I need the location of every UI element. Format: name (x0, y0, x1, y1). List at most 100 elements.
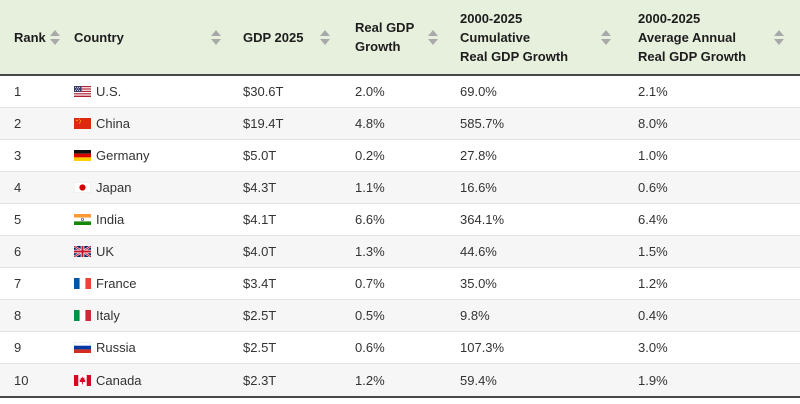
sort-down-arrow-icon (601, 38, 611, 45)
sort-down-arrow-icon (211, 38, 221, 45)
cell-gdp: $3.4T (243, 276, 277, 291)
country-name: India (96, 212, 125, 227)
cell-gdp: $4.1T (243, 212, 277, 227)
column-header-rank[interactable]: Rank (0, 0, 74, 74)
cell-cumulative: 35.0% (460, 276, 497, 291)
column-header-cumulative[interactable]: 2000-2025 Cumulative Real GDP Growth (460, 0, 638, 74)
country-name: France (96, 276, 137, 291)
column-label-growth: Real GDP Growth (355, 20, 415, 54)
it-flag-icon (74, 310, 91, 321)
sort-icon[interactable] (428, 29, 438, 45)
cell-country: U.S. (74, 84, 243, 99)
cell-country: Russia (74, 340, 243, 355)
sort-down-arrow-icon (774, 38, 784, 45)
jp-flag-icon (74, 182, 91, 193)
cell-gdp: $4.0T (243, 244, 277, 259)
ca-flag-icon (74, 374, 91, 386)
country-name: Canada (96, 372, 142, 388)
cell-gdp: $2.5T (243, 308, 277, 323)
cell-cumulative: 585.7% (460, 116, 505, 131)
cell-growth: 1.3% (355, 244, 385, 259)
cell-rank: 3 (14, 148, 22, 163)
cell-average: 0.4% (638, 308, 668, 323)
cell-country: Japan (74, 180, 243, 195)
country-name: U.S. (96, 84, 122, 99)
column-header-gdp[interactable]: GDP 2025 (243, 0, 355, 74)
cell-cumulative: 9.8% (460, 308, 490, 323)
column-header-average[interactable]: 2000-2025 Average Annual Real GDP Growth (638, 0, 800, 74)
cell-average: 1.9% (638, 372, 668, 388)
cell-country: China (74, 116, 243, 131)
sort-up-arrow-icon (211, 29, 221, 36)
sort-down-arrow-icon (320, 38, 330, 45)
cell-average: 8.0% (638, 116, 668, 131)
country-name: UK (96, 244, 115, 259)
column-label-gdp: GDP 2025 (243, 29, 304, 45)
sort-icon[interactable] (320, 29, 330, 45)
cell-country: France (74, 276, 243, 291)
cell-cumulative: 16.6% (460, 180, 497, 195)
cell-rank: 6 (14, 244, 22, 259)
cell-average: 3.0% (638, 340, 668, 355)
cell-country: Canada (74, 373, 243, 388)
cell-average: 0.6% (638, 180, 668, 195)
column-header-growth[interactable]: Real GDP Growth (355, 0, 460, 74)
cell-cumulative: 27.8% (460, 148, 497, 163)
sort-down-arrow-icon (50, 38, 60, 45)
country-name: China (96, 116, 130, 131)
sort-down-arrow-icon (428, 38, 438, 45)
table-row: 6 UK $4.0T 1.3% 44.6% 1.5% (0, 236, 800, 268)
cell-country: Italy (74, 308, 243, 323)
cell-rank: 1 (14, 84, 22, 99)
sort-icon[interactable] (774, 29, 784, 45)
table-row: 1 U.S. $30.6T 2.0% 69.0% 2.1% (0, 76, 800, 108)
column-label-country: Country (74, 29, 124, 45)
column-label-rank: Rank (14, 29, 46, 45)
cell-growth: 2.0% (355, 84, 385, 99)
column-header-country[interactable]: Country (74, 0, 243, 74)
cell-cumulative: 107.3% (460, 340, 505, 355)
cell-growth: 1.2% (355, 372, 385, 388)
country-name: Italy (96, 308, 120, 323)
cell-cumulative: 44.6% (460, 244, 497, 259)
table-row: 5 India $4.1T 6.6% 364.1% 6.4% (0, 204, 800, 236)
country-name: Russia (96, 340, 136, 355)
ru-flag-icon (74, 342, 91, 353)
cell-rank: 9 (14, 340, 22, 355)
us-flag-icon (74, 86, 91, 97)
table-row: 8 Italy $2.5T 0.5% 9.8% 0.4% (0, 300, 800, 332)
cell-gdp: $19.4T (243, 116, 284, 131)
sort-up-arrow-icon (50, 29, 60, 36)
table-header-row: Rank Country GDP 2025 Real GDP Growth 2000-2… (0, 0, 800, 76)
cell-average: 1.2% (638, 276, 668, 291)
cell-average: 1.5% (638, 244, 668, 259)
cell-country: India (74, 212, 243, 227)
sort-icon[interactable] (601, 29, 611, 45)
gb-flag-icon (74, 246, 91, 257)
table-row: 3 Germany $5.0T 0.2% 27.8% 1.0% (0, 140, 800, 172)
cell-gdp: $2.5T (243, 340, 277, 355)
table-body: 1 U.S. $30.6T 2.0% 69.0% 2.1% 2 China $19.4T 4.8%… (0, 76, 800, 398)
table-row: 10 Canada $2.3T 1.2% 59.4% 1.9% (0, 364, 800, 396)
table-row: 7 France $3.4T 0.7% 35.0% 1.2% (0, 268, 800, 300)
sort-up-arrow-icon (774, 29, 784, 36)
table-row: 2 China $19.4T 4.8% 585.7% 8.0% (0, 108, 800, 140)
cell-rank: 2 (14, 116, 22, 131)
cn-flag-icon (74, 118, 91, 129)
sort-icon[interactable] (50, 29, 60, 45)
cell-rank: 5 (14, 212, 22, 227)
country-name: Japan (96, 180, 132, 195)
cell-growth: 0.7% (355, 276, 385, 291)
cell-gdp: $4.3T (243, 180, 277, 195)
cell-average: 2.1% (638, 84, 668, 99)
sort-up-arrow-icon (320, 29, 330, 36)
cell-country: UK (74, 244, 243, 259)
cell-cumulative: 364.1% (460, 212, 505, 227)
sort-up-arrow-icon (428, 29, 438, 36)
sort-icon[interactable] (211, 29, 221, 45)
in-flag-icon (74, 214, 91, 225)
cell-rank: 8 (14, 308, 22, 323)
column-label-average: 2000-2025 Average Annual Real GDP Growth (638, 10, 747, 64)
cell-average: 1.0% (638, 148, 668, 163)
